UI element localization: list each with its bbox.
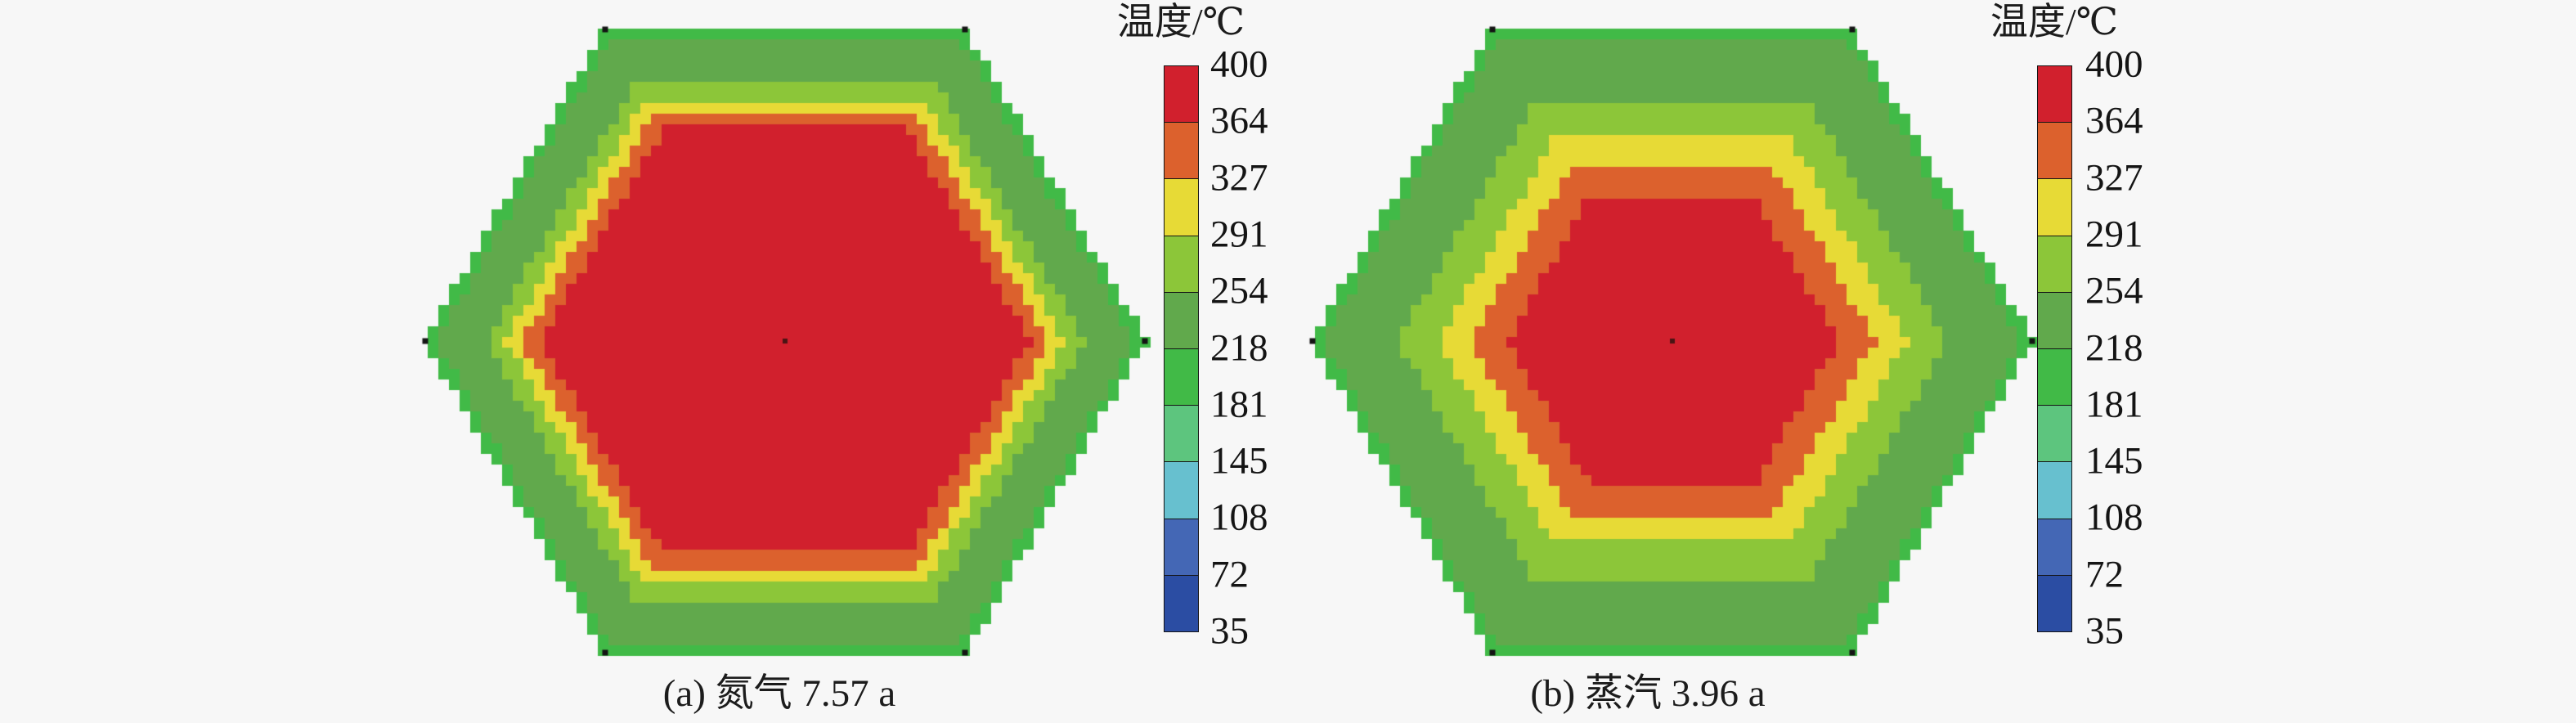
colorbar-segment: [1165, 179, 1198, 236]
colorbar-segment: [2038, 406, 2071, 463]
hexagon-contour-a: [417, 18, 1153, 664]
colorbar-tick-label: 400: [1210, 43, 1268, 86]
colorbar-segment: [2038, 462, 2071, 519]
colorbar-tick-label: 181: [2085, 383, 2143, 426]
colorbar-tick-label: 327: [2085, 156, 2143, 200]
colorbar-tick-label: 108: [2085, 496, 2143, 539]
colorbar-segment: [1165, 519, 1198, 576]
colorbar-b: [2037, 65, 2072, 632]
colorbar-segment: [1165, 292, 1198, 350]
colorbar-segment: [1165, 66, 1198, 123]
colorbar-segment: [1165, 349, 1198, 406]
colorbar-segment: [1165, 575, 1198, 632]
colorbar-tick-label: 291: [2085, 213, 2143, 256]
hexagon-contour-b: [1304, 18, 2040, 664]
colorbar-segment: [2038, 519, 2071, 576]
colorbar-tick-label: 254: [1210, 269, 1268, 312]
colorbar-title-a: 温度/℃: [1116, 1, 1245, 43]
colorbar-segment: [2038, 179, 2071, 236]
colorbar-tick-label: 364: [1210, 99, 1268, 142]
colorbar-tick-label: 291: [1210, 213, 1268, 256]
colorbar-segment: [2038, 349, 2071, 406]
colorbar-tick-label: 218: [2085, 326, 2143, 370]
colorbar-tick-label: 254: [2085, 269, 2143, 312]
colorbar-tick-label: 400: [2085, 43, 2143, 86]
colorbar-segment: [1165, 406, 1198, 463]
colorbar-segment: [2038, 292, 2071, 350]
colorbar-segment: [1165, 123, 1198, 180]
colorbar-tick-label: 35: [2085, 609, 2124, 653]
colorbar-a: [1164, 65, 1199, 632]
colorbar-title-b: 温度/℃: [1990, 1, 2119, 43]
colorbar-tick-label: 145: [2085, 439, 2143, 483]
colorbar-tick-label: 364: [2085, 99, 2143, 142]
panel-caption-a: (a) 氮气 7.57 a: [662, 672, 896, 715]
colorbar-tick-label: 181: [1210, 383, 1268, 426]
colorbar-tick-label: 108: [1210, 496, 1268, 539]
colorbar-segment: [1165, 462, 1198, 519]
colorbar-segment: [2038, 236, 2071, 293]
colorbar-segment: [2038, 123, 2071, 180]
colorbar-segment: [1165, 236, 1198, 293]
colorbar-tick-label: 72: [2085, 553, 2124, 596]
colorbar-tick-label: 35: [1210, 609, 1249, 653]
colorbar-tick-label: 218: [1210, 326, 1268, 370]
colorbar-tick-label: 327: [1210, 156, 1268, 200]
colorbar-tick-label: 145: [1210, 439, 1268, 483]
panel-caption-b: (b) 蒸汽 3.96 a: [1530, 672, 1766, 715]
colorbar-tick-label: 72: [1210, 553, 1249, 596]
colorbar-segment: [2038, 575, 2071, 632]
colorbar-segment: [2038, 66, 2071, 123]
